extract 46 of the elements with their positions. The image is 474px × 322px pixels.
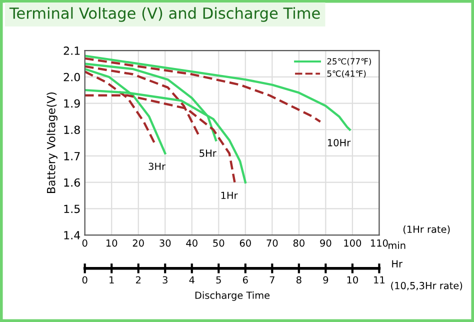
text: Discharge Time xyxy=(195,291,270,301)
y-tick-label: 2.1 xyxy=(64,46,80,55)
x2-tick-label: 11 xyxy=(374,276,384,284)
legend-label: 5℃(41℉) xyxy=(327,70,366,78)
legend-label: 25℃(77℉) xyxy=(327,58,371,66)
x-tick-label: 10 xyxy=(106,239,118,247)
x-tick-label: 80 xyxy=(293,239,304,247)
annotation: 1Hr xyxy=(221,192,238,199)
x2-tick-label: 0 xyxy=(82,276,88,284)
text: (10,5,3Hr rate) xyxy=(391,282,462,290)
text: (1Hr rate) xyxy=(403,225,450,234)
x2-axis-title: Hr xyxy=(392,260,403,268)
x2-tick-label: 2 xyxy=(136,276,140,284)
y-tick-label: 1.8 xyxy=(64,126,80,134)
y-tick-label: 1.9 xyxy=(64,99,80,108)
x-tick-label: 90 xyxy=(320,239,332,247)
x-tick-label: 60 xyxy=(240,239,251,247)
x2-tick-label: 7 xyxy=(270,276,274,284)
x2-tick-label: 3 xyxy=(162,276,168,284)
annotation: 10Hr xyxy=(328,138,351,146)
y-tick-label: 2.0 xyxy=(64,72,80,82)
x2-tick-label: 10 xyxy=(347,276,358,284)
x2-tick-label: 9 xyxy=(323,276,328,284)
y-tick-label: 1.4 xyxy=(64,231,80,240)
x2-tick-label: 5 xyxy=(216,276,221,284)
x-tick-label: 40 xyxy=(186,239,198,247)
annotation: 5Hr xyxy=(200,150,216,157)
y-axis-title: Battery Voltage(V) xyxy=(46,92,58,194)
x-tick-label: 0 xyxy=(82,239,88,247)
x-tick-label: 50 xyxy=(213,239,224,247)
chart-title: Terminal Voltage (V) and Discharge Time xyxy=(9,7,320,22)
x-axis-title: min xyxy=(388,242,406,249)
x-tick-label: 30 xyxy=(160,239,171,247)
annotation: 3Hr xyxy=(148,162,166,170)
x2-tick-label: 8 xyxy=(296,276,302,284)
x2-tick-label: 4 xyxy=(189,276,194,284)
x-tick-label: 70 xyxy=(266,239,278,247)
y-tick-label: 1.5 xyxy=(64,204,80,214)
x2-tick-label: 1 xyxy=(110,276,114,284)
line-series xyxy=(84,57,322,123)
y-tick-label: 1.7 xyxy=(64,152,80,160)
x-tick-label: 100 xyxy=(344,239,362,247)
y-tick-label: 1.6 xyxy=(64,178,80,187)
x2-tick-label: 6 xyxy=(242,276,248,284)
x-tick-label: 110 xyxy=(370,239,388,247)
x-tick-label: 20 xyxy=(132,239,144,247)
